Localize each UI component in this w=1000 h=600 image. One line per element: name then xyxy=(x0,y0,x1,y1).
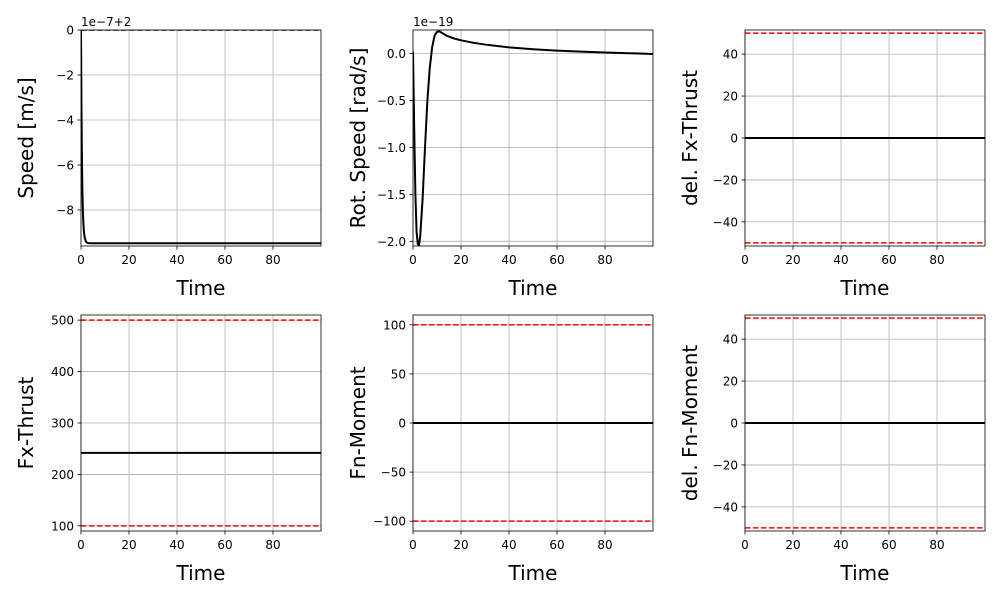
y-axis-label: Fn-Moment xyxy=(346,366,370,479)
x-axis-label: Time xyxy=(176,561,226,585)
y-tick-label-2: 0 xyxy=(730,132,738,146)
x-tick-label-4: 80 xyxy=(265,538,280,552)
y-tick-label-4: −40 xyxy=(713,500,738,514)
x-tick-label-0: 0 xyxy=(77,538,85,552)
x-tick-label-3: 60 xyxy=(549,538,564,552)
y-offset-label: 1e−7+2 xyxy=(81,15,131,29)
y-tick-label-1: −0.5 xyxy=(377,94,406,108)
x-tick-label-3: 60 xyxy=(881,538,896,552)
x-tick-label-1: 20 xyxy=(121,253,136,267)
chart-panel-2: 0 20 40 60 80 0.0 −0.5 −1.0 −1.5 −2.0 Time Rot. Spe… xyxy=(346,15,654,300)
x-axis-label: Time xyxy=(840,561,890,585)
x-tick-label-2: 40 xyxy=(169,538,184,552)
x-tick-label-0: 0 xyxy=(741,538,749,552)
x-tick-label-0: 0 xyxy=(77,253,85,267)
y-axis-label: del. Fn-Moment xyxy=(678,345,702,502)
x-tick-label-3: 60 xyxy=(881,253,896,267)
y-tick-label-3: −20 xyxy=(713,458,738,472)
chart-panel-3: 0 20 40 60 80 40 20 0 −20 −40 Time del. Fx-Thrust xyxy=(678,29,986,300)
chart-panel-1: 0 20 40 60 80 0 −2 −4 −6 −8 Time Speed [m/s] 1e−7+2 xyxy=(14,15,322,300)
data-series-line-0 xyxy=(81,30,321,245)
y-tick-label-0: 40 xyxy=(723,333,738,347)
x-axis-label: Time xyxy=(840,276,890,300)
x-tick-label-2: 40 xyxy=(833,538,848,552)
y-tick-label-0: 0 xyxy=(66,24,74,38)
y-tick-label-4: −8 xyxy=(56,204,74,218)
x-tick-label-2: 40 xyxy=(501,253,516,267)
y-tick-label-2: −1.0 xyxy=(377,141,406,155)
x-tick-label-2: 40 xyxy=(501,538,516,552)
x-tick-label-2: 40 xyxy=(833,253,848,267)
x-axis-label: Time xyxy=(508,561,558,585)
y-tick-label-0: 500 xyxy=(51,314,74,328)
x-tick-label-1: 20 xyxy=(121,538,136,552)
x-tick-label-3: 60 xyxy=(549,253,564,267)
y-axis-label: Rot. Speed [rad/s] xyxy=(346,48,370,229)
chart-panel-6: 0 20 40 60 80 40 20 0 −20 −40 Time del. Fn-Moment xyxy=(678,314,986,585)
x-tick-label-1: 20 xyxy=(785,253,800,267)
y-tick-label-2: 300 xyxy=(51,417,74,431)
x-tick-label-3: 60 xyxy=(217,253,232,267)
x-tick-label-4: 80 xyxy=(597,538,612,552)
y-tick-label-4: −100 xyxy=(373,515,406,529)
series-group xyxy=(413,30,653,246)
x-tick-label-0: 0 xyxy=(741,253,749,267)
y-tick-label-1: 50 xyxy=(391,367,406,381)
x-tick-label-4: 80 xyxy=(929,538,944,552)
series-group xyxy=(745,32,985,244)
y-tick-label-3: −6 xyxy=(56,159,74,173)
x-tick-label-4: 80 xyxy=(265,253,280,267)
plot-frame xyxy=(80,29,322,247)
x-tick-label-3: 60 xyxy=(217,538,232,552)
y-tick-label-2: −4 xyxy=(56,114,74,128)
y-tick-label-1: 20 xyxy=(723,90,738,104)
x-tick-label-1: 20 xyxy=(453,538,468,552)
series-group xyxy=(745,317,985,529)
series-group xyxy=(81,30,321,245)
x-tick-label-1: 20 xyxy=(453,253,468,267)
y-axis-label: Speed [m/s] xyxy=(14,77,38,198)
y-axis-label: Fx-Thrust xyxy=(14,376,38,469)
y-tick-label-4: −2.0 xyxy=(377,235,406,249)
x-tick-label-2: 40 xyxy=(169,253,184,267)
x-axis-label: Time xyxy=(176,276,226,300)
y-tick-label-2: 0 xyxy=(730,417,738,431)
x-axis-label: Time xyxy=(508,276,558,300)
y-axis-label: del. Fx-Thrust xyxy=(678,70,702,206)
x-tick-label-4: 80 xyxy=(929,253,944,267)
y-tick-label-4: −40 xyxy=(713,215,738,229)
y-tick-label-3: −20 xyxy=(713,173,738,187)
y-tick-label-0: 0.0 xyxy=(387,47,406,61)
series-group xyxy=(81,319,321,527)
y-tick-label-1: 400 xyxy=(51,365,74,379)
x-tick-label-0: 0 xyxy=(409,253,417,267)
y-tick-label-3: 200 xyxy=(51,468,74,482)
y-tick-label-0: 40 xyxy=(723,48,738,62)
y-tick-label-4: 100 xyxy=(51,519,74,533)
x-tick-label-4: 80 xyxy=(597,253,612,267)
y-tick-label-2: 0 xyxy=(398,417,406,431)
series-group xyxy=(413,324,653,522)
chart-panel-4: 0 20 40 60 80 500 400 300 200 100 Time Fx-Thrust xyxy=(14,314,322,585)
y-tick-label-3: −50 xyxy=(381,466,406,480)
x-tick-label-0: 0 xyxy=(409,538,417,552)
plot-frame xyxy=(412,29,654,247)
y-offset-label: 1e−19 xyxy=(413,15,453,29)
y-tick-label-3: −1.5 xyxy=(377,188,406,202)
y-tick-label-1: −2 xyxy=(56,69,74,83)
y-tick-label-1: 20 xyxy=(723,375,738,389)
data-series-line-0 xyxy=(413,30,653,246)
y-tick-label-0: 100 xyxy=(383,318,406,332)
x-tick-label-1: 20 xyxy=(785,538,800,552)
chart-panel-5: 0 20 40 60 80 100 50 0 −50 −100 Time Fn-Moment xyxy=(346,314,654,585)
